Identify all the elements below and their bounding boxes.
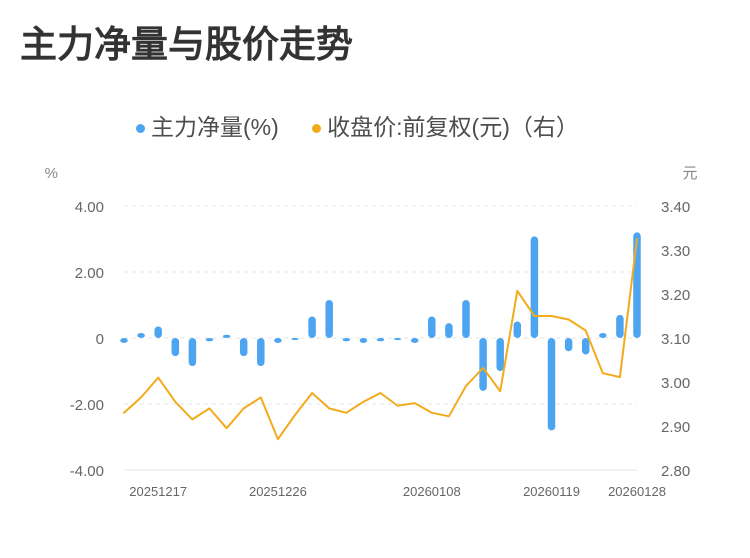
svg-text:%: % [45, 165, 58, 182]
svg-text:2.90: 2.90 [661, 419, 690, 436]
svg-text:2.00: 2.00 [75, 265, 104, 282]
svg-text:20251217: 20251217 [129, 484, 187, 499]
svg-text:-4.00: -4.00 [70, 463, 104, 480]
svg-text:20260108: 20260108 [403, 484, 461, 499]
svg-text:3.00: 3.00 [661, 375, 690, 392]
svg-text:元: 元 [682, 165, 697, 182]
svg-text:4.00: 4.00 [75, 199, 104, 216]
svg-text:3.40: 3.40 [661, 199, 690, 216]
svg-text:20260128: 20260128 [608, 484, 666, 499]
svg-text:3.10: 3.10 [661, 331, 690, 348]
svg-text:3.20: 3.20 [661, 287, 690, 304]
svg-text:-2.00: -2.00 [70, 397, 104, 414]
svg-text:20260119: 20260119 [523, 484, 580, 499]
svg-text:0: 0 [96, 331, 104, 348]
svg-text:2.80: 2.80 [661, 463, 690, 480]
svg-text:3.30: 3.30 [661, 243, 690, 260]
svg-text:20251226: 20251226 [249, 484, 307, 499]
